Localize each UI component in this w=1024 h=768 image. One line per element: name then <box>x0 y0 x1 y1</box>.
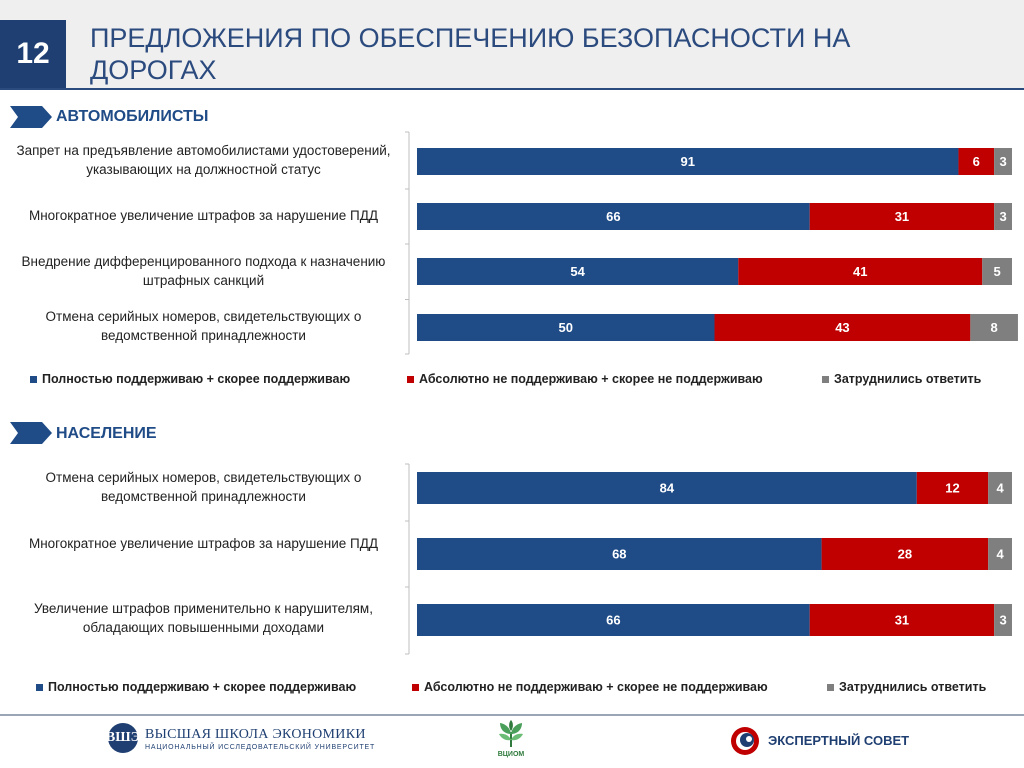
bar-value-label: 66 <box>606 209 620 224</box>
legend-label: Полностью поддерживаю + скорее поддержив… <box>42 372 351 386</box>
bar-value-label: 3 <box>999 209 1006 224</box>
bar-segment-oppose <box>916 472 989 504</box>
bar-value-label: 5 <box>994 264 1001 279</box>
bar-value-label: 4 <box>996 481 1004 496</box>
slide-title: ПРЕДЛОЖЕНИЯ ПО ОБЕСПЕЧЕНИЮ БЕЗОПАСНОСТИ … <box>90 23 851 85</box>
hse-name: ВЫСШАЯ ШКОЛА ЭКОНОМИКИ <box>145 727 366 742</box>
bar-value-label: 28 <box>898 547 912 562</box>
header-band <box>0 0 1024 88</box>
bar-value-label: 68 <box>612 547 626 562</box>
legend-label: Абсолютно не поддерживаю + скорее не под… <box>424 680 768 694</box>
bar-segment-undecided <box>994 148 1012 175</box>
expert-council-logo-icon <box>731 727 759 755</box>
legend-swatch <box>827 683 834 691</box>
bar-value-label: 84 <box>660 481 675 496</box>
row-label: Многократное увеличение штрафов за наруш… <box>28 536 379 551</box>
bar-segment-support <box>417 203 810 230</box>
bar-segment-oppose <box>809 203 995 230</box>
legend-label: Затруднились ответить <box>834 372 982 386</box>
bar-segment-support <box>417 472 917 504</box>
legend-item-support: Полностью поддерживаю + скорее поддержив… <box>36 680 356 694</box>
slide-number: 12 <box>0 20 66 88</box>
chart-plot: 84 12 4 68 28 4 66 31 3 <box>405 463 1012 655</box>
bar-segment-undecided <box>970 314 1018 341</box>
bar-value-label: 12 <box>945 481 959 496</box>
row-label: Запрет на предъявление автомобилистами у… <box>16 143 391 177</box>
bar-value-label: 91 <box>680 154 694 169</box>
bar-segment-support <box>417 148 959 175</box>
legend-item-support: Полностью поддерживаю + скорее поддержив… <box>30 372 350 386</box>
legend-label: Затруднились ответить <box>839 680 987 694</box>
bar-value-label: 6 <box>973 154 980 169</box>
bar-segment-support <box>417 604 810 636</box>
header-divider <box>0 88 1024 90</box>
legend-swatch <box>30 375 37 383</box>
population-chart: 84 12 4 68 28 4 66 31 3 Отмена серийных номеров,… <box>0 456 1024 656</box>
bar-segment-support <box>417 258 739 285</box>
bar-value-label: 66 <box>606 613 620 628</box>
legend-item-undecided: Затруднились ответить <box>827 680 986 694</box>
bar-segment-support <box>417 538 822 570</box>
bar-value-label: 4 <box>996 547 1004 562</box>
row-label: Отмена серийных номеров, свидетельствующ… <box>45 470 362 504</box>
legend-item-undecided: Затруднились ответить <box>822 372 981 386</box>
legend-label: Полностью поддерживаю + скорее поддержив… <box>48 680 357 694</box>
hse-subtitle: НАЦИОНАЛЬНЫЙ ИССЛЕДОВАТЕЛЬСКИЙ УНИВЕРСИТ… <box>145 744 376 751</box>
section-title-population: НАСЕЛЕНИЕ <box>56 425 157 442</box>
row-label: Внедрение дифференцированного подхода к … <box>21 254 386 288</box>
bar-value-label: 3 <box>999 154 1006 169</box>
bar-segment-undecided <box>988 538 1012 570</box>
bar-segment-undecided <box>994 203 1012 230</box>
bar-value-label: 54 <box>570 264 585 279</box>
vciom-name: ВЦИОМ <box>497 751 525 758</box>
bar-value-label: 31 <box>895 613 909 628</box>
bar-segment-undecided <box>982 258 1012 285</box>
row-label: Многократное увеличение штрафов за наруш… <box>28 208 379 223</box>
bar-segment-oppose <box>809 604 995 636</box>
bar-segment-support <box>417 314 715 341</box>
chart-plot: 91 6 3 66 31 3 54 41 5 50 43 8 <box>405 131 1018 355</box>
section-arrow-icon <box>10 422 52 444</box>
footer-divider <box>0 714 1024 716</box>
legend-swatch <box>822 375 829 383</box>
row-label: Увеличение штрафов применительно к наруш… <box>34 601 373 635</box>
bar-segment-undecided <box>994 604 1012 636</box>
bar-segment-oppose <box>738 258 983 285</box>
bar-value-label: 41 <box>853 264 867 279</box>
section-arrow-icon <box>10 106 52 128</box>
legend-population: Полностью поддерживаю + скорее поддержив… <box>0 680 1024 696</box>
legend-swatch <box>36 683 43 691</box>
bar-segment-undecided <box>988 472 1012 504</box>
drivers-chart: 91 6 3 66 31 3 54 41 5 50 43 8 Запрет на предъявлен… <box>0 130 1024 358</box>
legend-swatch <box>407 375 414 383</box>
bar-segment-oppose <box>958 148 995 175</box>
legend-label: Абсолютно не поддерживаю + скорее не под… <box>419 372 763 386</box>
expert-council-name: ЭКСПЕРТНЫЙ СОВЕТ <box>768 733 910 748</box>
bar-value-label: 8 <box>991 320 998 335</box>
hse-logo-icon: ВШЭ <box>106 723 140 753</box>
bar-segment-oppose <box>821 538 989 570</box>
legend-item-oppose: Абсолютно не поддерживаю + скорее не под… <box>412 680 768 694</box>
bar-value-label: 31 <box>895 209 909 224</box>
vciom-logo-icon <box>499 720 523 747</box>
legend-item-oppose: Абсолютно не поддерживаю + скорее не под… <box>407 372 763 386</box>
bar-value-label: 50 <box>559 320 573 335</box>
legend-swatch <box>412 683 419 691</box>
bar-value-label: 3 <box>999 613 1006 628</box>
legend-drivers: Полностью поддерживаю + скорее поддержив… <box>0 372 1024 388</box>
section-title-drivers: АВТОМОБИЛИСТЫ <box>56 108 209 125</box>
bar-segment-oppose <box>714 314 971 341</box>
row-label: Отмена серийных номеров, свидетельствующ… <box>45 309 362 343</box>
bar-value-label: 43 <box>835 320 849 335</box>
